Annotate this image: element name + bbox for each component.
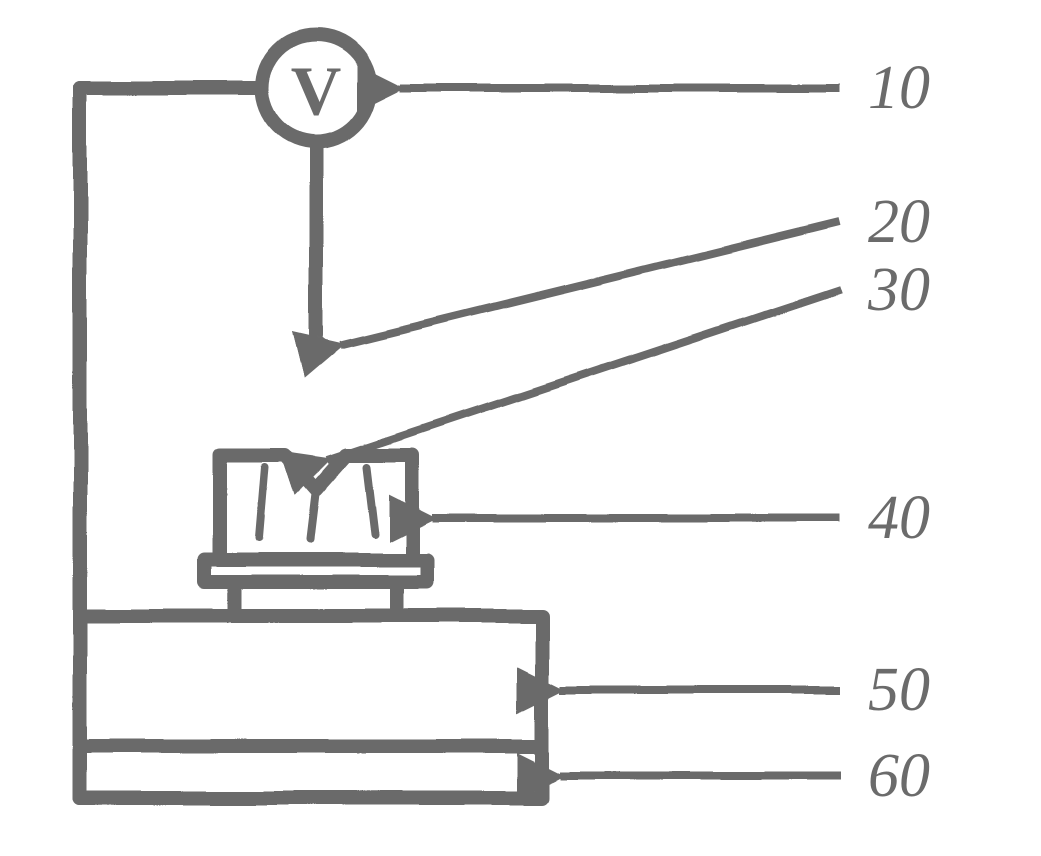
labels: 10 20 30 40 50 60 — [867, 54, 930, 810]
cup-cracks — [259, 467, 375, 540]
base-bottom-block — [80, 746, 542, 798]
voltmeter-symbol: V — [291, 54, 342, 131]
label-60: 60 — [868, 742, 930, 810]
label-30: 30 — [867, 256, 930, 324]
probe-tip — [303, 335, 329, 361]
label-10: 10 — [868, 54, 930, 122]
pointer-arrows — [328, 88, 840, 776]
label-40: 40 — [868, 484, 930, 552]
label-50: 50 — [868, 656, 930, 724]
arrow-20 — [340, 222, 840, 345]
diagram-canvas: V 10 20 30 40 50 60 — [0, 0, 1041, 856]
arrow-30 — [328, 290, 840, 460]
base-top-block — [80, 616, 542, 746]
label-20: 20 — [868, 188, 930, 256]
